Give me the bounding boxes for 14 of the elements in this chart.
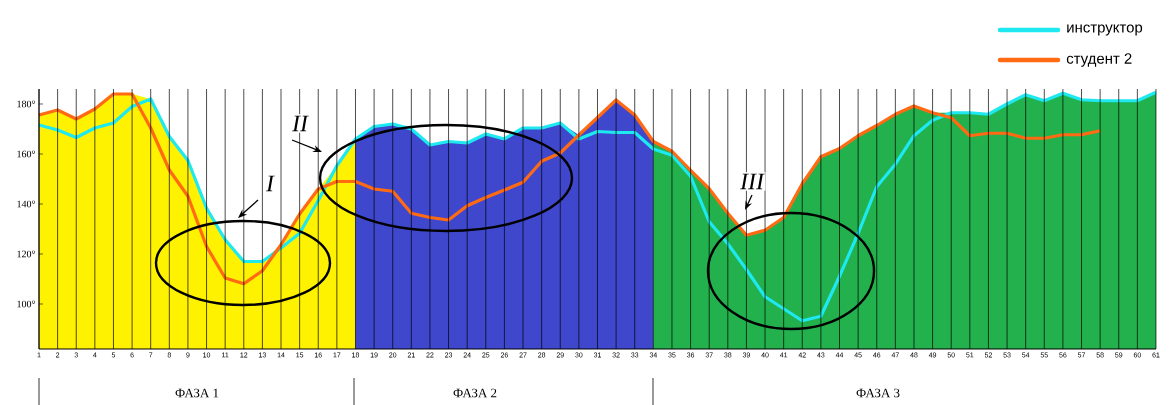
text: ФАЗА 1 xyxy=(175,388,219,398)
line-series xyxy=(37,92,1102,286)
legend-label: инструктор xyxy=(1067,24,1143,36)
y-tick-label: 140° xyxy=(17,200,35,208)
y-tick-label: 120° xyxy=(17,250,35,258)
y-tick-label: 180° xyxy=(17,100,35,108)
text: ФАЗА 2 xyxy=(453,388,497,398)
y-tick-label: 160° xyxy=(17,150,35,158)
annotation: I xyxy=(265,175,275,192)
legend-label: студент 2 xyxy=(1066,53,1132,67)
text: ФАЗА 3 xyxy=(856,388,900,398)
annotation: III xyxy=(739,173,765,190)
y-tick-label: 100° xyxy=(17,300,35,308)
annotation: II xyxy=(291,115,309,132)
